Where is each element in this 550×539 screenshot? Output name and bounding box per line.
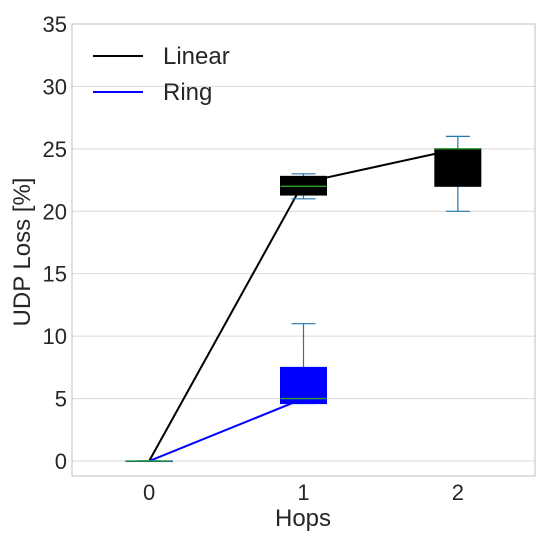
x-axis-ticks: 0 1 2 — [143, 480, 464, 505]
y-tick-label: 20 — [43, 199, 67, 224]
box-linear-1 — [280, 173, 327, 200]
legend-label-ring: Ring — [163, 79, 212, 106]
box-plots — [125, 135, 482, 463]
box-linear-2 — [434, 135, 482, 212]
x-axis-label: Hops — [275, 505, 331, 532]
y-tick-label: 5 — [55, 387, 67, 412]
box-body — [434, 148, 482, 187]
x-tick-label: 0 — [143, 480, 155, 505]
legend-label-linear: Linear — [163, 43, 230, 70]
legend: Linear Ring — [93, 43, 230, 106]
y-tick-label: 25 — [43, 137, 67, 162]
box-ring-1 — [280, 323, 327, 405]
x-tick-label: 1 — [297, 480, 309, 505]
box-body — [280, 366, 327, 405]
y-axis-ticks: 0 5 10 15 20 25 30 35 — [43, 12, 67, 474]
y-axis-label: UDP Loss [%] — [9, 178, 36, 327]
series-line-ring — [148, 397, 304, 462]
y-tick-label: 35 — [43, 12, 67, 37]
x-tick-label: 2 — [452, 480, 464, 505]
y-tick-label: 30 — [43, 74, 67, 99]
plot-area-frame — [71, 23, 536, 477]
y-tick-label: 15 — [43, 262, 67, 287]
y-tick-label: 10 — [43, 324, 67, 349]
y-tick-label: 0 — [55, 449, 67, 474]
box-ring-0 — [125, 460, 173, 463]
